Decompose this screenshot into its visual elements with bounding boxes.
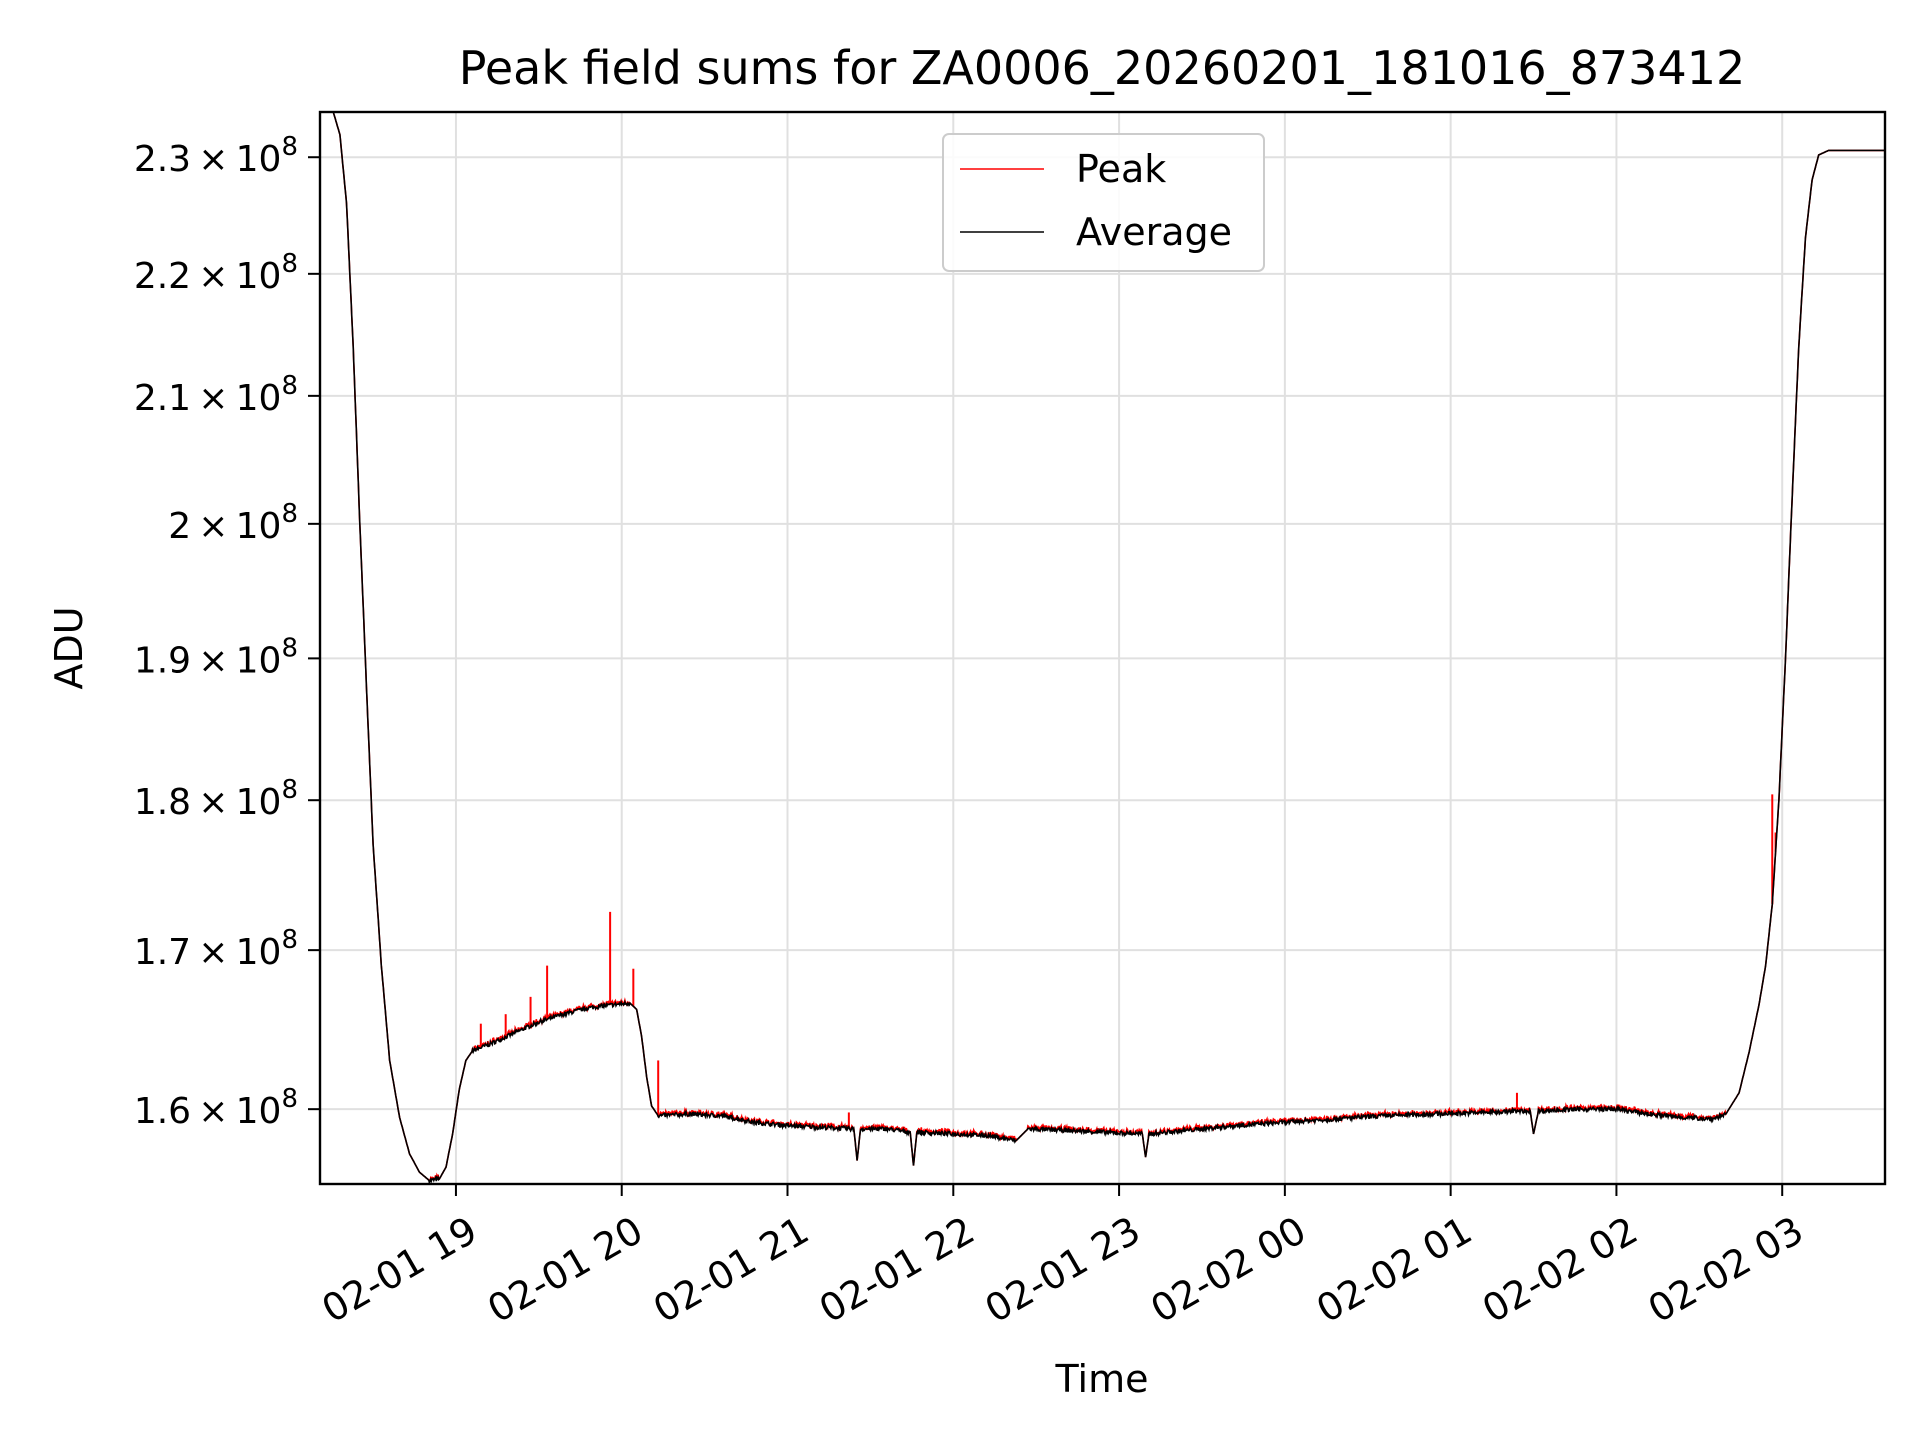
y-tick-mantissa: 2 [168, 506, 191, 547]
y-tick-exponent: 8 [281, 132, 298, 162]
y-tick-label: 2.2 × 108 [134, 249, 298, 297]
y-axis-label: ADU [47, 606, 91, 689]
y-tick-label: 1.7 × 108 [134, 925, 298, 973]
series-line-average [320, 112, 1885, 1184]
legend: Peak Average [942, 133, 1265, 272]
y-tick-mantissa: 1.8 [134, 782, 191, 823]
y-tick-exponent: 8 [281, 1084, 298, 1114]
series-lines [320, 112, 1885, 1184]
y-tick-label: 2.1 × 108 [134, 371, 298, 419]
x-axis-label: Time [1055, 1357, 1149, 1401]
y-axis: 1.6 × 108 1.7 × 108 1.8 × 108 1.9 × 108 2 × … [134, 132, 320, 1132]
y-tick-mantissa: 2.1 [134, 378, 191, 419]
y-tick-label: 2 × 108 [168, 499, 298, 547]
y-tick-mantissa: 1.9 [134, 640, 191, 681]
plot-area-frame [318, 110, 1887, 1186]
y-tick-exponent: 8 [281, 633, 298, 663]
y-tick-exponent: 8 [281, 499, 298, 529]
y-tick-mantissa: 1.6 [134, 1091, 191, 1132]
y-tick-exponent: 8 [281, 925, 298, 955]
y-tick-mantissa: 2.3 [134, 139, 191, 180]
y-tick-mantissa: 1.7 [134, 932, 191, 973]
y-tick-label: 1.6 × 108 [134, 1084, 298, 1132]
y-tick-exponent: 8 [281, 371, 298, 401]
chart-title: Peak field sums for ZA0006_20260201_1810… [459, 41, 1746, 95]
y-tick-label: 1.8 × 108 [134, 775, 298, 823]
y-tick-exponent: 8 [281, 249, 298, 279]
legend-average-label: Average [1076, 210, 1232, 254]
y-tick-label: 2.3 × 108 [134, 132, 298, 180]
y-tick-exponent: 8 [281, 775, 298, 805]
y-tick-mantissa: 2.2 [134, 256, 191, 297]
legend-peak-label: Peak [1076, 147, 1166, 191]
y-tick-label: 1.9 × 108 [134, 633, 298, 681]
